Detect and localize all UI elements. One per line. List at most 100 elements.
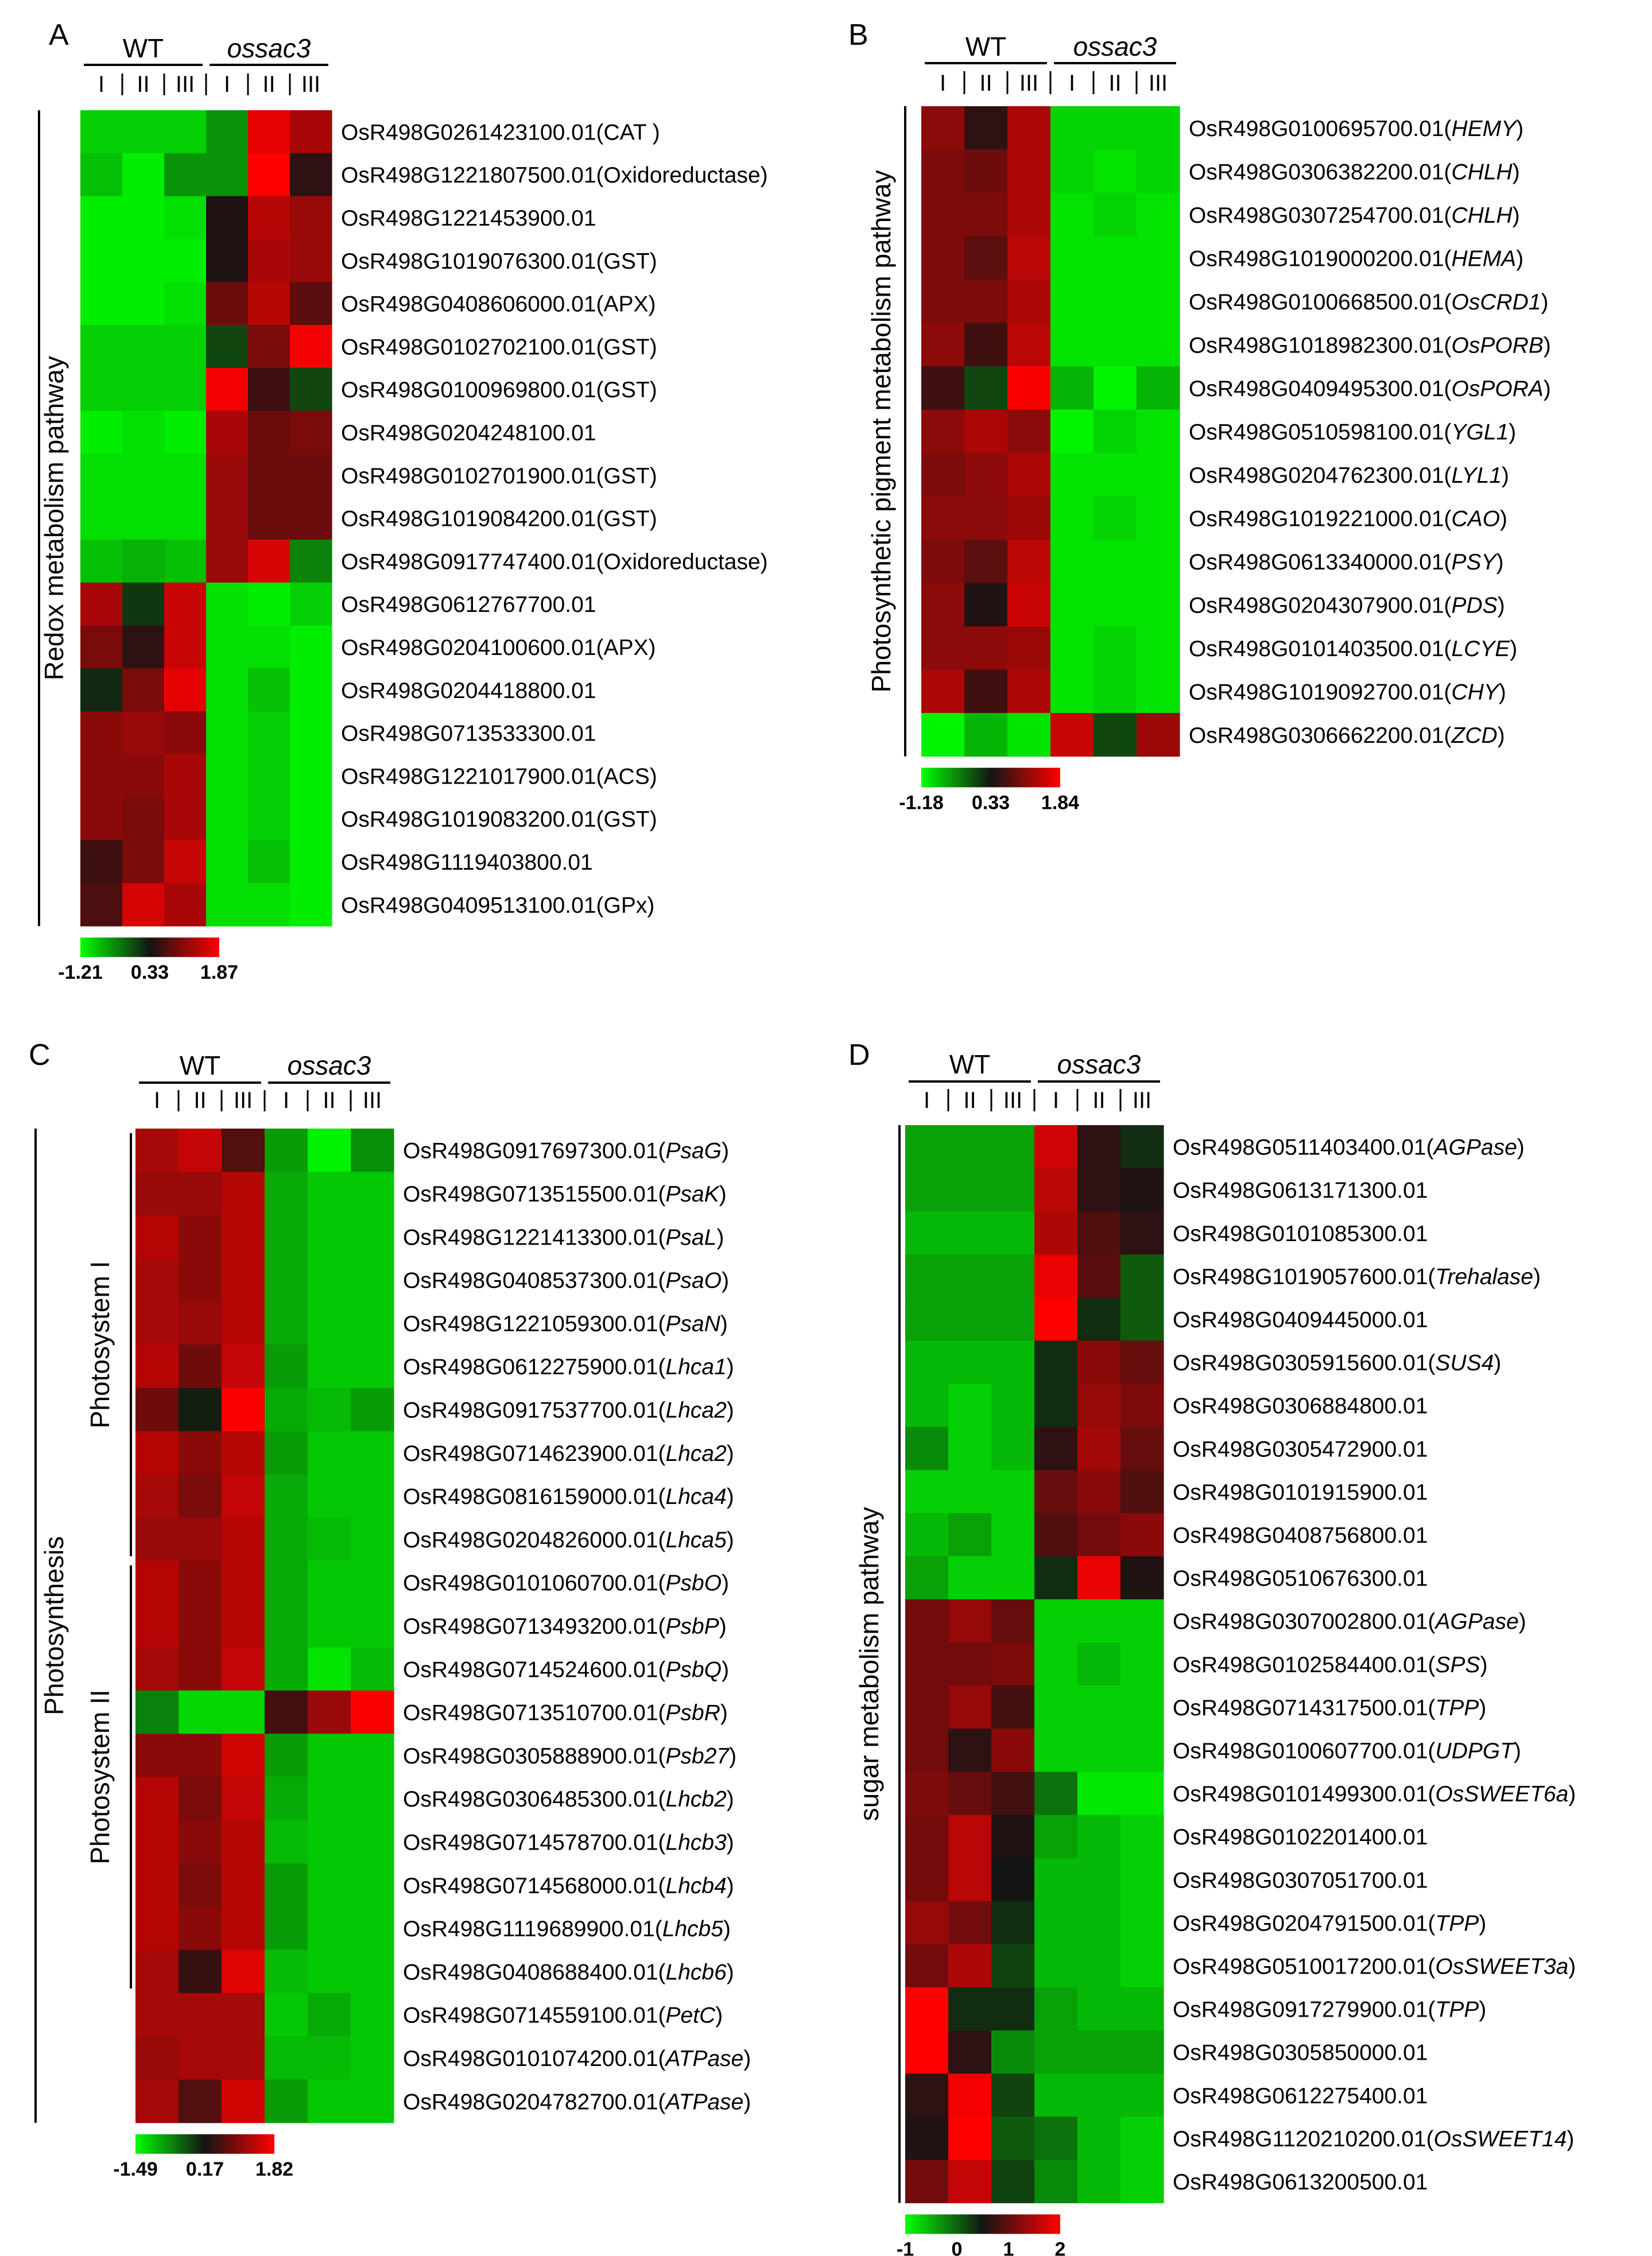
heatmap-cell (1050, 583, 1094, 627)
heatmap-cell (179, 1258, 222, 1302)
heatmap-cell (1034, 1125, 1078, 1169)
gene-label: OsR498G0204307900.01(PDS) (1189, 593, 1505, 618)
heatmap-cell (265, 1647, 308, 1691)
heatmap-cell (351, 1949, 394, 1994)
heatmap-cell (308, 1301, 351, 1346)
heatmap-cell (206, 711, 249, 755)
heatmap-cell (921, 236, 965, 280)
gene-label: OsR498G1221017900.01(ACS) (341, 764, 657, 789)
heatmap-cell (1137, 496, 1180, 540)
heatmap-cell (222, 1172, 265, 1216)
row-axis-title: Photosynthesis (39, 1536, 69, 1715)
heatmap-cell (248, 797, 290, 841)
heatmap-cell (948, 1772, 992, 1816)
heatmap-cell (1120, 2160, 1164, 2204)
gene-label: OsR498G0714623900.01(Lhca2) (403, 1441, 734, 1466)
column-label: II (262, 72, 275, 97)
gene-label: OsR498G0917279900.01(TPP) (1173, 1998, 1486, 2022)
heatmap-cell (179, 1949, 222, 1994)
panel-letter: C (29, 1038, 51, 1072)
column-label: I (154, 1088, 160, 1113)
heatmap-cell (122, 582, 165, 626)
heatmap-cell (308, 1906, 351, 1951)
heatmap-cell (248, 625, 290, 669)
gene-label: OsR498G0100668500.01(OsCRD1) (1189, 290, 1549, 315)
heatmap-cell (921, 453, 965, 497)
heatmap-cell (80, 367, 123, 412)
gene-label: OsR498G0204248100.01 (341, 421, 596, 445)
heatmap-cell (206, 153, 249, 197)
gene-label: OsR498G0612275900.01(Lhca1) (403, 1355, 734, 1379)
gene-label: OsR498G0510017200.01(OsSWEET3a) (1173, 1954, 1576, 1979)
gene-label: OsR498G0102201400.01 (1173, 1825, 1428, 1850)
heatmap-cell (206, 754, 249, 798)
column-label: I (283, 1088, 289, 1113)
gene-label: OsR498G0101060700.01(PsbO) (403, 1571, 729, 1596)
heatmap-cell (1077, 1772, 1121, 1816)
gene-label: OsR498G0917697300.01(PsaG) (403, 1139, 729, 1164)
heatmap-cell (1050, 540, 1094, 584)
heatmap-cell (164, 325, 207, 369)
heatmap-cell (1007, 713, 1051, 757)
heatmap-cell (1120, 2117, 1164, 2160)
gene-label: OsR498G0613171300.01 (1173, 1179, 1428, 1203)
gene-label: OsR498G0306485300.01(Lhcb2) (403, 1787, 734, 1812)
heatmap-cell (1050, 626, 1094, 670)
heatmap-cell (206, 797, 249, 841)
heatmap-cell (1050, 669, 1094, 714)
heatmap-cell (1077, 1858, 1121, 1902)
heatmap-cell (206, 540, 249, 583)
heatmap-cell (206, 453, 249, 497)
colorbar-tick-label: 1 (1003, 2239, 1014, 2256)
heatmap-cell (80, 625, 123, 669)
heatmap-cell (351, 1387, 394, 1432)
heatmap-cell (290, 668, 332, 712)
heatmap-cell (265, 1690, 308, 1734)
heatmap-cell (1137, 106, 1180, 150)
heatmap-cell (122, 625, 165, 669)
heatmap-cell (1120, 1427, 1164, 1471)
heatmap-cell (164, 625, 207, 669)
heatmap-cell (290, 883, 332, 927)
heatmap-cell (290, 110, 332, 154)
colorbar (135, 2134, 274, 2154)
heatmap-cell (948, 1858, 992, 1902)
heatmap-cell (351, 1906, 394, 1951)
gene-label: OsR498G0408606000.01(APX) (341, 292, 656, 317)
gene-label: OsR498G0409513100.01(GPx) (341, 893, 654, 918)
heatmap-cell (308, 1863, 351, 1907)
heatmap-cell (351, 1215, 394, 1259)
heatmap-cell (1034, 1772, 1078, 1816)
heatmap-cell (1077, 1297, 1121, 1342)
gene-label: OsR498G1019057600.01(Trehalase) (1173, 1265, 1541, 1289)
gene-label: OsR498G0714578700.01(Lhcb3) (403, 1830, 734, 1855)
heatmap-cell (921, 366, 965, 410)
heatmap-cell (1034, 1901, 1078, 1945)
column-label: III (363, 1088, 382, 1113)
heatmap-cell (921, 669, 965, 714)
heatmap-cell (164, 282, 207, 325)
heatmap-cell (248, 754, 290, 798)
heatmap-cell (290, 497, 332, 540)
heatmap-cell (265, 1517, 308, 1561)
heatmap-cell (1077, 1944, 1121, 1988)
heatmap-cell (964, 453, 1008, 497)
heatmap-cell (1137, 583, 1180, 627)
heatmap-cell (921, 106, 965, 150)
colorbar-tick-label: 0.33 (972, 792, 1010, 814)
heatmap-cell (164, 196, 207, 239)
gene-label: OsR498G1019084200.01(GST) (341, 507, 657, 532)
heatmap-cell (964, 106, 1008, 150)
heatmap-cell (135, 1906, 179, 1951)
gene-label: OsR498G0204782700.01(ATPase) (403, 2090, 751, 2114)
column-label: I (224, 72, 230, 97)
heatmap-cell (351, 1777, 394, 1821)
heatmap-cell (1077, 2160, 1121, 2204)
heatmap-cell (135, 1258, 179, 1302)
heatmap-cell (905, 1987, 949, 2031)
heatmap-cell (222, 1949, 265, 1994)
heatmap-cell (351, 2036, 394, 2080)
heatmap-cell (248, 282, 290, 325)
